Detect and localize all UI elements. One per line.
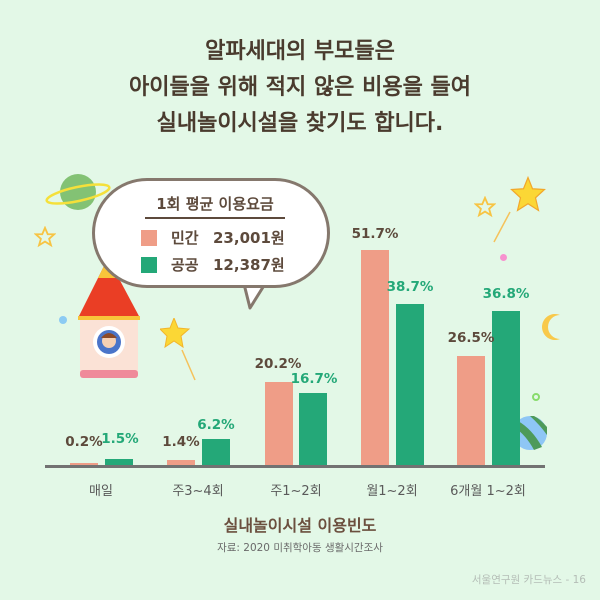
footer-credit: 서울연구원 카드뉴스 - 16 — [471, 574, 586, 586]
value-label-public: 6.2% — [197, 417, 235, 433]
bar-private-3-4-weekly — [167, 460, 195, 465]
headline-line-3: 실내놀이시설을 찾기도 합니다. — [156, 111, 444, 136]
headline: 알파세대의 부모들은 아이들을 위해 적지 않은 비용을 들여 실내놀이시설을 … — [0, 34, 600, 142]
category-label: 주1~2회 — [270, 484, 322, 499]
value-label-private: 1.4% — [162, 434, 200, 450]
legend-item-private: 민간 23,001원 — [141, 227, 285, 248]
value-label-private: 51.7% — [351, 226, 399, 242]
bar-private-1-2-half-year — [457, 356, 485, 465]
category-label: 월1~2회 — [366, 484, 418, 499]
legend-label: 민간 — [171, 229, 199, 247]
star-icon — [160, 318, 196, 381]
bar-private-1-2-monthly — [361, 250, 389, 465]
legend-swatch-private — [141, 229, 157, 246]
dot-icon — [500, 254, 507, 261]
x-axis — [45, 465, 545, 468]
value-label-public: 36.8% — [482, 286, 530, 302]
planet-icon — [45, 174, 111, 210]
ball-icon — [513, 416, 547, 450]
category-label: 6개월 1~2회 — [450, 484, 526, 499]
value-label-private: 0.2% — [65, 434, 103, 450]
bar-public-1-2-weekly — [299, 393, 327, 465]
legend-swatch-public — [141, 256, 157, 273]
bar-public-1-2-monthly — [396, 304, 424, 465]
value-label-public: 16.7% — [290, 371, 338, 387]
value-label-public: 1.5% — [101, 431, 139, 447]
legend-title: 1회 평균 이용요금 — [145, 193, 285, 219]
legend-item-public: 공공 12,387원 — [141, 254, 285, 275]
bar-public-daily — [105, 459, 133, 465]
value-label-private: 26.5% — [447, 330, 495, 346]
data-source: 자료: 2020 미취학아동 생활시간조사 — [217, 542, 383, 554]
star-outline-icon — [34, 226, 56, 248]
value-label-public: 38.7% — [386, 279, 434, 295]
bar-public-3-4-weekly — [202, 439, 230, 465]
bar-private-daily — [70, 463, 98, 465]
category-label: 주3~4회 — [172, 484, 224, 499]
bar-private-1-2-weekly — [265, 382, 293, 465]
legend-value: 23,001원 — [213, 229, 285, 247]
star-icon — [510, 176, 546, 212]
headline-line-1: 알파세대의 부모들은 — [205, 39, 395, 64]
value-label-private: 20.2% — [254, 356, 302, 372]
bar-public-1-2-half-year — [492, 311, 520, 465]
star-outline-icon — [474, 196, 496, 218]
legend-label: 공공 — [171, 256, 199, 274]
headline-line-2: 아이들을 위해 적지 않은 비용을 들여 — [129, 75, 471, 100]
legend-value: 12,387원 — [213, 256, 285, 274]
chart-title: 실내놀이시설 이용빈도 — [223, 516, 377, 535]
legend-bubble: 1회 평균 이용요금 민간 23,001원 공공 12,387원 — [92, 178, 330, 288]
category-label: 매일 — [89, 484, 113, 499]
moon-icon — [542, 314, 560, 340]
streak-icon — [493, 211, 511, 243]
dot-icon — [59, 316, 67, 324]
ring-icon — [532, 393, 540, 401]
